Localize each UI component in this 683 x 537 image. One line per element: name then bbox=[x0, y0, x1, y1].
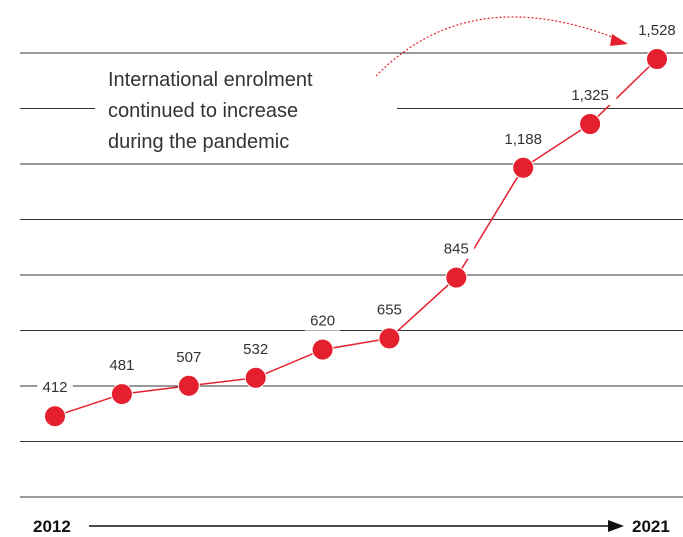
data-label: 1,188 bbox=[504, 131, 542, 148]
data-point bbox=[311, 338, 334, 361]
data-label: 1,325 bbox=[571, 87, 609, 104]
data-point bbox=[579, 113, 602, 135]
data-label-background bbox=[237, 339, 274, 359]
data-label: 655 bbox=[377, 301, 402, 318]
data-point bbox=[646, 48, 668, 70]
data-label-background bbox=[37, 378, 73, 398]
data-label: 507 bbox=[176, 349, 201, 366]
callout-arrow bbox=[375, 16, 621, 77]
data-label: 845 bbox=[444, 241, 469, 258]
callout-arrow-head bbox=[610, 34, 628, 46]
data-label-background bbox=[563, 86, 617, 105]
data-label: 481 bbox=[109, 357, 134, 374]
data-label-background bbox=[630, 21, 683, 40]
data-point bbox=[378, 327, 401, 350]
x-axis: 2012 2021 bbox=[33, 517, 670, 536]
annotation-line-3: during the pandemic bbox=[108, 131, 289, 153]
annotation-background bbox=[95, 60, 397, 160]
x-axis-arrow-head bbox=[608, 520, 624, 532]
data-label-background bbox=[371, 300, 408, 320]
x-axis-start-label: 2012 bbox=[33, 517, 71, 536]
series-layer: 412 481 507 532 620 655 845 1,188 1,325 1,528 bbox=[37, 21, 683, 428]
data-label: 412 bbox=[42, 379, 67, 396]
data-point bbox=[44, 405, 66, 428]
data-point bbox=[177, 374, 200, 397]
data-label-background bbox=[171, 347, 207, 367]
data-point bbox=[110, 383, 133, 406]
data-point bbox=[445, 266, 468, 289]
data-point bbox=[244, 366, 267, 389]
data-label: 1,528 bbox=[638, 22, 676, 39]
data-label-background bbox=[438, 239, 475, 259]
annotation-layer: International enrolment continued to inc… bbox=[95, 16, 628, 160]
annotation-line-2: continued to increase bbox=[108, 100, 298, 122]
data-label-background bbox=[304, 311, 341, 331]
annotation-line-1: International enrolment bbox=[108, 69, 313, 91]
data-point bbox=[512, 156, 535, 179]
x-axis-end-label: 2021 bbox=[632, 517, 670, 536]
data-label-background bbox=[104, 356, 140, 376]
data-label: 620 bbox=[310, 313, 335, 330]
series-line bbox=[54, 58, 658, 417]
data-label-background bbox=[497, 129, 550, 149]
data-label: 532 bbox=[243, 341, 268, 358]
